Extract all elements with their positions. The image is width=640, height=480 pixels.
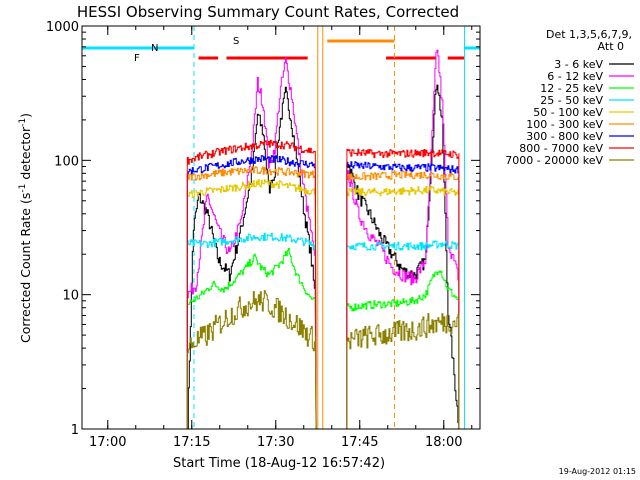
series-line <box>186 290 317 429</box>
x-tick-label: 17:15 <box>173 435 210 450</box>
legend-label: 100 - 300 keV <box>526 118 603 131</box>
plot-area: FN S <box>82 26 480 429</box>
plot-frame <box>81 25 481 430</box>
x-tick-label: 17:45 <box>341 435 378 450</box>
legend-label: 300 - 800 keV <box>526 130 603 143</box>
series-line <box>346 270 460 429</box>
y-tick-label: 1000 <box>46 20 79 35</box>
series-line <box>186 232 317 429</box>
y-tick-label: 1 <box>71 423 79 438</box>
x-tick-label: 18:00 <box>425 435 462 450</box>
legend-header-2: Att 0 <box>598 40 624 53</box>
y-axis-label-main: Corrected Count Rate (s <box>18 193 33 343</box>
series-line <box>346 185 460 429</box>
y-tick-label: 100 <box>54 154 79 169</box>
y-axis-label-sup2: -1 <box>18 118 28 127</box>
series-line <box>346 161 460 429</box>
series-line <box>186 57 317 429</box>
series-line <box>186 166 317 429</box>
series-line <box>346 84 460 429</box>
series-line <box>346 49 460 429</box>
legend-header-1: Det 1,3,5,6,7,9, <box>546 28 632 41</box>
x-axis-label: Start Time (18-Aug-12 16:57:42) <box>173 456 385 471</box>
series-line <box>186 247 317 429</box>
series-line <box>346 148 460 429</box>
y-axis-label: Corrected Count Rate (s-1 detector-1) <box>18 113 33 343</box>
y-axis-label-sup1: -1 <box>18 184 28 193</box>
y-axis-label-end: ) <box>18 113 33 118</box>
series-line <box>346 170 460 429</box>
axes: 1 10 100 1000 17:00 17:15 17:30 17:45 18:00 <box>46 20 480 450</box>
flag-label-n: N <box>151 43 158 54</box>
legend-label: 12 - 25 keV <box>540 82 603 95</box>
series-line <box>346 313 460 429</box>
legend-label: 25 - 50 keV <box>540 94 603 107</box>
series-line <box>186 155 317 429</box>
x-tick-label: 17:30 <box>257 435 294 450</box>
footer-timestamp: 19-Aug-2012 01:15 <box>559 467 636 476</box>
series-line <box>186 179 317 429</box>
chart-title: HESSI Observing Summary Count Rates, Cor… <box>77 3 459 21</box>
flag-label-s: S <box>233 36 239 47</box>
series-line <box>346 240 460 429</box>
legend-label: 7000 - 20000 keV <box>505 154 603 167</box>
y-tick-label: 10 <box>62 289 79 304</box>
series-line <box>186 139 317 429</box>
x-tick-label: 17:00 <box>89 435 126 450</box>
flag-label-f: F <box>134 53 140 64</box>
legend-label: 800 - 7000 keV <box>519 142 603 155</box>
legend-label: 3 - 6 keV <box>554 58 603 71</box>
series-line <box>187 86 317 429</box>
legend-label: 50 - 100 keV <box>533 106 603 119</box>
y-axis-label-mid: detector <box>18 126 33 184</box>
legend-label: 6 - 12 keV <box>547 70 603 83</box>
